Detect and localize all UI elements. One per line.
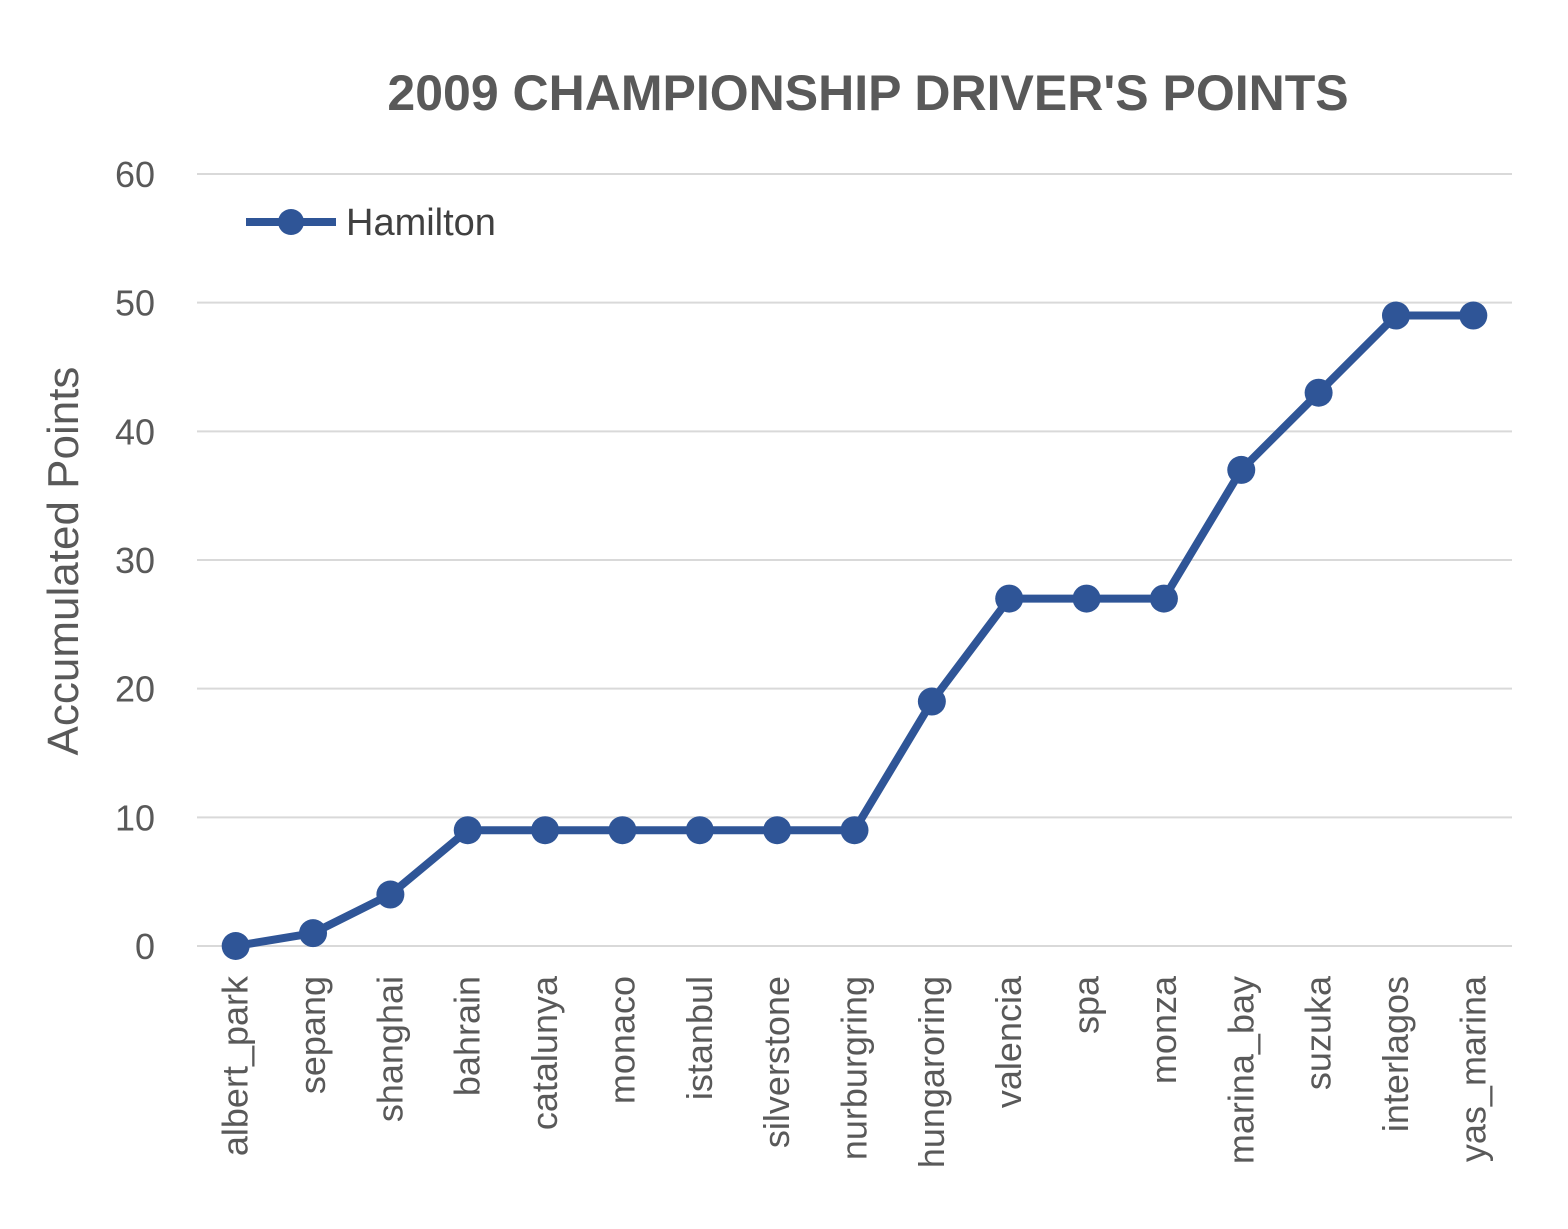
x-tick-label: suzuka bbox=[1298, 975, 1339, 1090]
x-tick-label: monaco bbox=[601, 976, 642, 1104]
data-point bbox=[221, 932, 250, 960]
x-tick-label: catalunya bbox=[524, 975, 565, 1130]
data-point bbox=[1459, 301, 1488, 330]
x-axis-ticks: albert_park sepang shanghai bahrain cataluny… bbox=[215, 975, 1494, 1168]
x-tick-label: istanbul bbox=[679, 976, 720, 1100]
y-tick-label: 0 bbox=[135, 926, 155, 967]
legend-marker-swatch bbox=[278, 209, 304, 235]
x-tick-label: valencia bbox=[988, 975, 1029, 1108]
y-tick-label: 20 bbox=[115, 669, 155, 710]
x-tick-label: monza bbox=[1143, 975, 1184, 1084]
x-tick-label: sepang bbox=[292, 976, 333, 1094]
x-tick-label: yas_marina bbox=[1452, 975, 1493, 1162]
x-tick-label: albert_park bbox=[215, 975, 256, 1156]
x-tick-label: hungaroring bbox=[911, 976, 952, 1168]
y-axis-title: Accumulated Points bbox=[39, 367, 88, 756]
y-tick-label: 10 bbox=[115, 797, 155, 838]
y-tick-label: 60 bbox=[115, 154, 155, 195]
data-point bbox=[1227, 455, 1256, 484]
data-point bbox=[1304, 378, 1333, 407]
data-point bbox=[917, 687, 946, 716]
legend: Hamilton bbox=[246, 202, 496, 244]
data-point bbox=[1072, 584, 1101, 613]
data-point bbox=[995, 584, 1024, 613]
gridlines bbox=[197, 173, 1512, 947]
data-point bbox=[1149, 584, 1178, 613]
data-point bbox=[453, 816, 482, 845]
data-point bbox=[685, 816, 714, 845]
x-tick-label: nurburgring bbox=[834, 976, 875, 1160]
series-line bbox=[235, 311, 1474, 950]
y-tick-label: 50 bbox=[115, 283, 155, 324]
series-group bbox=[221, 301, 1488, 960]
data-point bbox=[608, 816, 637, 845]
y-tick-label: 40 bbox=[115, 411, 155, 452]
y-axis-ticks: 0 10 20 30 40 50 60 bbox=[115, 154, 155, 967]
x-tick-label: marina_bay bbox=[1220, 976, 1261, 1164]
data-point bbox=[299, 919, 328, 948]
x-tick-label: spa bbox=[1066, 975, 1107, 1034]
chart-title: 2009 CHAMPIONSHIP DRIVER'S POINTS bbox=[387, 65, 1348, 121]
data-point bbox=[376, 880, 405, 909]
data-point bbox=[1381, 301, 1410, 330]
x-tick-label: shanghai bbox=[369, 976, 410, 1122]
legend-entry-label: Hamilton bbox=[346, 202, 496, 244]
x-tick-label: interlagos bbox=[1375, 976, 1416, 1132]
data-point bbox=[840, 816, 869, 845]
y-tick-label: 30 bbox=[115, 540, 155, 581]
data-point bbox=[763, 816, 792, 845]
x-tick-label: silverstone bbox=[756, 976, 797, 1148]
data-point bbox=[531, 816, 560, 845]
x-tick-label: bahrain bbox=[447, 976, 488, 1096]
